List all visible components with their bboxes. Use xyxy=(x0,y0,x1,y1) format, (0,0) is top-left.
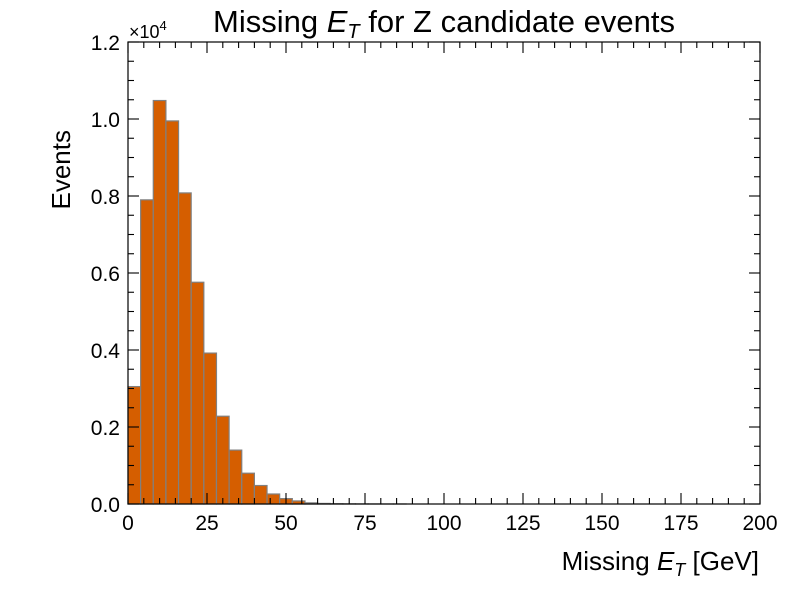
y-tick-label: 1.2 xyxy=(91,32,120,55)
histogram-bar xyxy=(152,99,167,505)
y-tick-label: 0.4 xyxy=(91,340,121,363)
x-tick-label: 75 xyxy=(353,512,376,535)
histogram-bar xyxy=(215,415,230,505)
y-tick-label: 0.6 xyxy=(91,263,120,286)
histogram-bar xyxy=(228,449,243,505)
plot-frame xyxy=(127,41,761,505)
histogram-bar xyxy=(203,352,218,505)
histogram-bar xyxy=(177,192,192,505)
histogram-bar xyxy=(165,120,180,505)
histogram-bar xyxy=(266,493,281,505)
histogram-bar xyxy=(190,281,205,505)
x-axis-label: Missing ET [GeV] xyxy=(562,546,759,580)
y-tick-label: 0.0 xyxy=(91,494,120,517)
histogram-bar xyxy=(140,199,154,505)
x-tick-label: 175 xyxy=(663,512,698,535)
y-tick-label: 1.0 xyxy=(91,109,120,132)
histogram-bar xyxy=(253,484,268,505)
x-tick-label: 150 xyxy=(584,512,619,535)
y-axis-multiplier: ×104 xyxy=(129,18,167,42)
histogram-bars xyxy=(127,99,407,505)
x-tick-label: 25 xyxy=(195,512,218,535)
y-tick-label: 0.8 xyxy=(91,186,120,209)
y-axis-label: Events xyxy=(46,130,76,210)
x-tick-label: 200 xyxy=(742,512,777,535)
x-tick-label: 125 xyxy=(505,512,540,535)
x-tick-label: 50 xyxy=(274,512,297,535)
histogram-bar xyxy=(241,472,255,505)
y-tick-label: 0.2 xyxy=(91,417,120,440)
x-tick-label: 0 xyxy=(122,512,134,535)
x-tick-labels: 0 25 50 75 100 125 150 175 200 xyxy=(122,512,777,535)
chart-title: Missing ET for Z candidate events xyxy=(213,4,675,43)
histogram-bar xyxy=(127,385,142,505)
x-tick-label: 100 xyxy=(426,512,461,535)
y-tick-labels: 0.0 0.2 0.4 0.6 0.8 1.0 1.2 xyxy=(91,32,121,517)
